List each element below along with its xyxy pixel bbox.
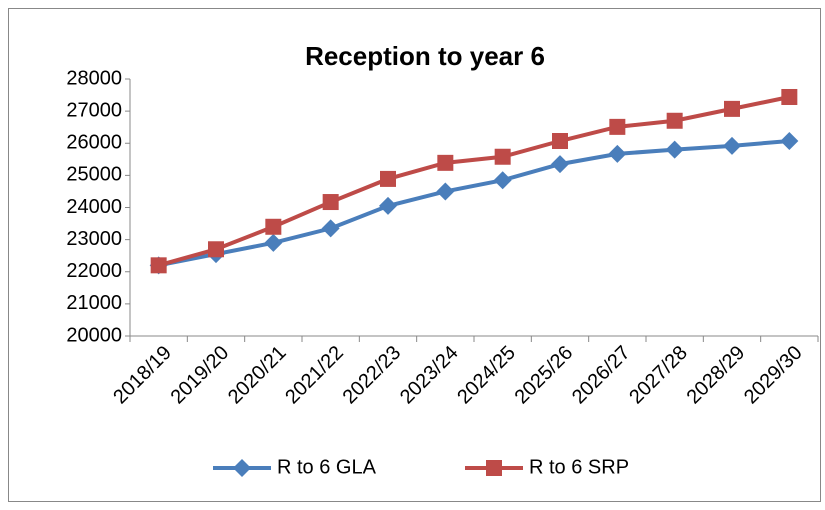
chart-title: Reception to year 6 [305, 41, 545, 71]
marker-diamond [436, 182, 455, 201]
marker-square [380, 170, 396, 187]
marker-square [552, 133, 568, 150]
marker-diamond [379, 196, 397, 215]
marker-square [724, 100, 740, 117]
marker-square [322, 194, 339, 211]
y-tick-label: 21000 [66, 292, 122, 314]
y-tick-label: 22000 [66, 260, 122, 282]
marker-diamond [723, 136, 741, 155]
marker-square [437, 154, 454, 171]
marker-diamond [551, 155, 569, 174]
y-tick-label: 27000 [66, 99, 122, 121]
marker-diamond [264, 233, 283, 252]
y-tick-label: 25000 [66, 164, 122, 186]
legend-label: R to 6 GLA [277, 456, 377, 478]
marker-square [666, 112, 683, 129]
marker-square [150, 257, 167, 274]
marker-square [609, 118, 626, 135]
legend-label: R to 6 SRP [529, 456, 629, 478]
marker-diamond [665, 140, 684, 159]
marker-square [265, 218, 282, 235]
y-tick-label: 28000 [66, 67, 122, 89]
marker-square [781, 88, 798, 105]
marker-square [494, 148, 511, 165]
chart-border [8, 8, 821, 502]
marker-diamond [780, 132, 799, 151]
y-tick-label: 26000 [66, 132, 122, 154]
marker-diamond [608, 144, 627, 163]
y-tick-label: 20000 [66, 324, 122, 346]
marker-diamond [321, 219, 340, 238]
marker-square [208, 241, 224, 258]
y-tick-label: 23000 [66, 228, 122, 250]
series-line [158, 95, 790, 268]
marker-square [486, 460, 502, 476]
marker-diamond [233, 459, 251, 477]
series-line [158, 139, 790, 268]
marker-diamond [493, 171, 512, 190]
y-tick-label: 24000 [66, 196, 122, 218]
